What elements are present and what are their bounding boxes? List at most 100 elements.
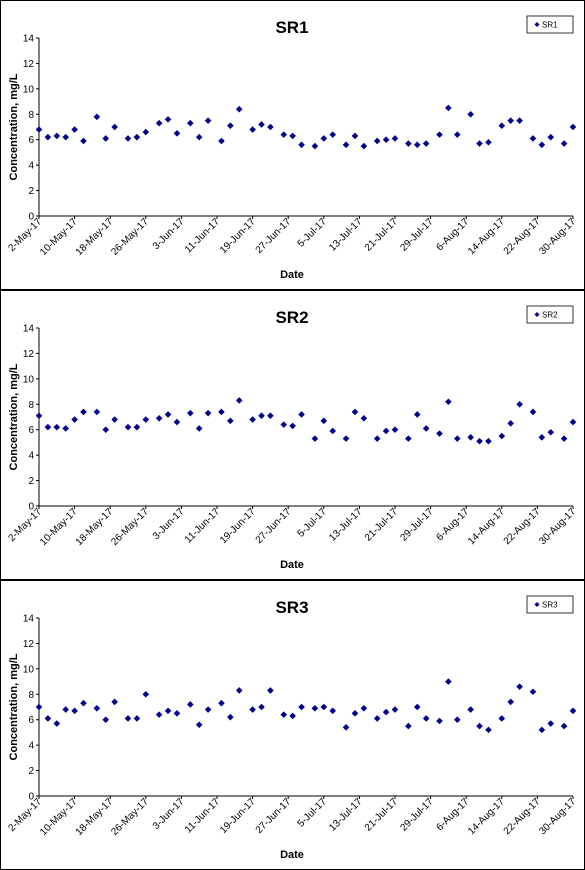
x-tick-label: 11-Jun-17 bbox=[183, 796, 222, 835]
y-tick-label: 12 bbox=[23, 59, 35, 70]
data-point bbox=[560, 435, 568, 442]
y-tick-label: 4 bbox=[28, 161, 34, 172]
data-point bbox=[227, 417, 234, 425]
data-point bbox=[351, 710, 359, 717]
data-point bbox=[569, 418, 577, 426]
x-tick-label: 6-Aug-17 bbox=[434, 506, 471, 543]
data-point bbox=[195, 425, 203, 432]
x-tick-label: 5-Jul-17 bbox=[296, 216, 330, 250]
x-tick-label: 18-May-17 bbox=[74, 506, 116, 548]
data-point bbox=[235, 687, 243, 694]
legend-box bbox=[526, 305, 574, 324]
data-point bbox=[373, 137, 381, 145]
y-tick-label: 0 bbox=[28, 792, 34, 803]
data-point bbox=[80, 408, 87, 416]
chart-panel-sr2: SR2 0 2 4 6 8 10 12 14 2-May-17 10-May-17 18-May-17… bbox=[0, 290, 585, 580]
x-tick-label: 13-Jul-17 bbox=[327, 506, 365, 544]
x-tick-label: 3-Jun-17 bbox=[151, 506, 187, 542]
y-tick-label: 14 bbox=[23, 614, 35, 625]
data-point bbox=[391, 135, 399, 142]
data-point bbox=[289, 422, 296, 430]
data-point bbox=[422, 715, 430, 722]
data-point bbox=[342, 724, 350, 731]
data-point bbox=[93, 704, 101, 712]
x-tick-label: 22-Aug-17 bbox=[502, 216, 543, 257]
data-point bbox=[569, 707, 577, 715]
data-point bbox=[382, 708, 390, 716]
data-point bbox=[195, 721, 203, 729]
data-point bbox=[280, 711, 288, 718]
data-point bbox=[298, 703, 305, 711]
y-tick-label: 2 bbox=[28, 186, 34, 197]
data-point bbox=[436, 131, 443, 138]
data-point bbox=[93, 408, 101, 416]
data-point bbox=[360, 414, 368, 422]
data-point bbox=[413, 411, 421, 418]
chart-svg-sr2: SR2024681012142-May-1710-May-1718-May-17… bbox=[6, 305, 578, 571]
data-point bbox=[516, 117, 523, 124]
data-point bbox=[227, 122, 234, 130]
data-point bbox=[227, 713, 234, 721]
chart-svg-sr1: SR1024681012142-May-1710-May-1718-May-17… bbox=[6, 15, 578, 281]
y-axis-title: Concentration, mg/L bbox=[8, 363, 20, 470]
data-point bbox=[71, 126, 78, 133]
legend-marker bbox=[534, 22, 540, 27]
x-tick-label: 5-Jul-17 bbox=[296, 796, 330, 830]
data-point bbox=[164, 116, 172, 123]
chart-svg-sr3: SR3024681012142-May-1710-May-1718-May-17… bbox=[6, 595, 578, 861]
y-tick-label: 0 bbox=[28, 502, 34, 513]
legend-marker bbox=[534, 312, 540, 317]
x-tick-label: 27-Jun-17 bbox=[254, 506, 294, 546]
data-point bbox=[53, 132, 61, 140]
data-point bbox=[71, 707, 78, 715]
data-point bbox=[329, 131, 336, 138]
data-point bbox=[289, 712, 296, 720]
data-point bbox=[93, 113, 101, 121]
x-tick-label: 30-Aug-17 bbox=[537, 216, 578, 257]
x-axis-title: Date bbox=[280, 559, 304, 571]
data-point bbox=[267, 412, 274, 420]
legend-label: SR1 bbox=[542, 21, 558, 30]
y-axis-title: Concentration, mg/L bbox=[8, 653, 20, 760]
y-tick-label: 6 bbox=[28, 425, 34, 436]
x-tick-label: 18-May-17 bbox=[74, 796, 116, 838]
x-tick-label: 18-May-17 bbox=[74, 216, 116, 258]
data-point bbox=[476, 437, 483, 445]
y-tick-label: 10 bbox=[23, 84, 35, 95]
data-point bbox=[164, 707, 172, 715]
x-tick-label: 26-May-17 bbox=[109, 796, 151, 838]
y-tick-label: 12 bbox=[23, 639, 35, 650]
data-point bbox=[124, 423, 132, 431]
data-point bbox=[445, 398, 452, 406]
x-tick-label: 21-Jul-17 bbox=[363, 796, 401, 834]
x-axis-title: Date bbox=[280, 849, 304, 861]
data-point bbox=[218, 699, 225, 707]
x-tick-label: 27-Jun-17 bbox=[254, 796, 294, 836]
y-tick-label: 12 bbox=[23, 349, 35, 360]
data-point bbox=[467, 110, 474, 118]
y-tick-label: 2 bbox=[28, 766, 34, 777]
x-tick-label: 27-Jun-17 bbox=[254, 216, 294, 256]
data-point bbox=[102, 426, 110, 434]
data-point bbox=[320, 417, 328, 425]
data-point bbox=[155, 414, 163, 422]
data-point bbox=[142, 690, 150, 698]
data-point bbox=[187, 701, 194, 708]
data-point bbox=[311, 435, 319, 442]
data-point bbox=[547, 720, 555, 727]
y-tick-label: 8 bbox=[28, 110, 34, 121]
data-point bbox=[498, 432, 506, 440]
x-tick-label: 14-Aug-17 bbox=[466, 216, 507, 257]
data-point bbox=[320, 135, 328, 142]
data-point bbox=[249, 706, 256, 713]
data-point bbox=[413, 703, 421, 711]
data-point bbox=[422, 425, 430, 432]
data-point bbox=[111, 698, 118, 706]
x-tick-label: 14-Aug-17 bbox=[466, 796, 507, 837]
data-point bbox=[142, 128, 150, 136]
data-point bbox=[124, 135, 132, 142]
x-tick-label: 29-Jul-17 bbox=[398, 216, 436, 254]
x-tick-label: 30-Aug-17 bbox=[537, 506, 578, 547]
data-point bbox=[298, 141, 305, 149]
data-point bbox=[289, 132, 296, 140]
